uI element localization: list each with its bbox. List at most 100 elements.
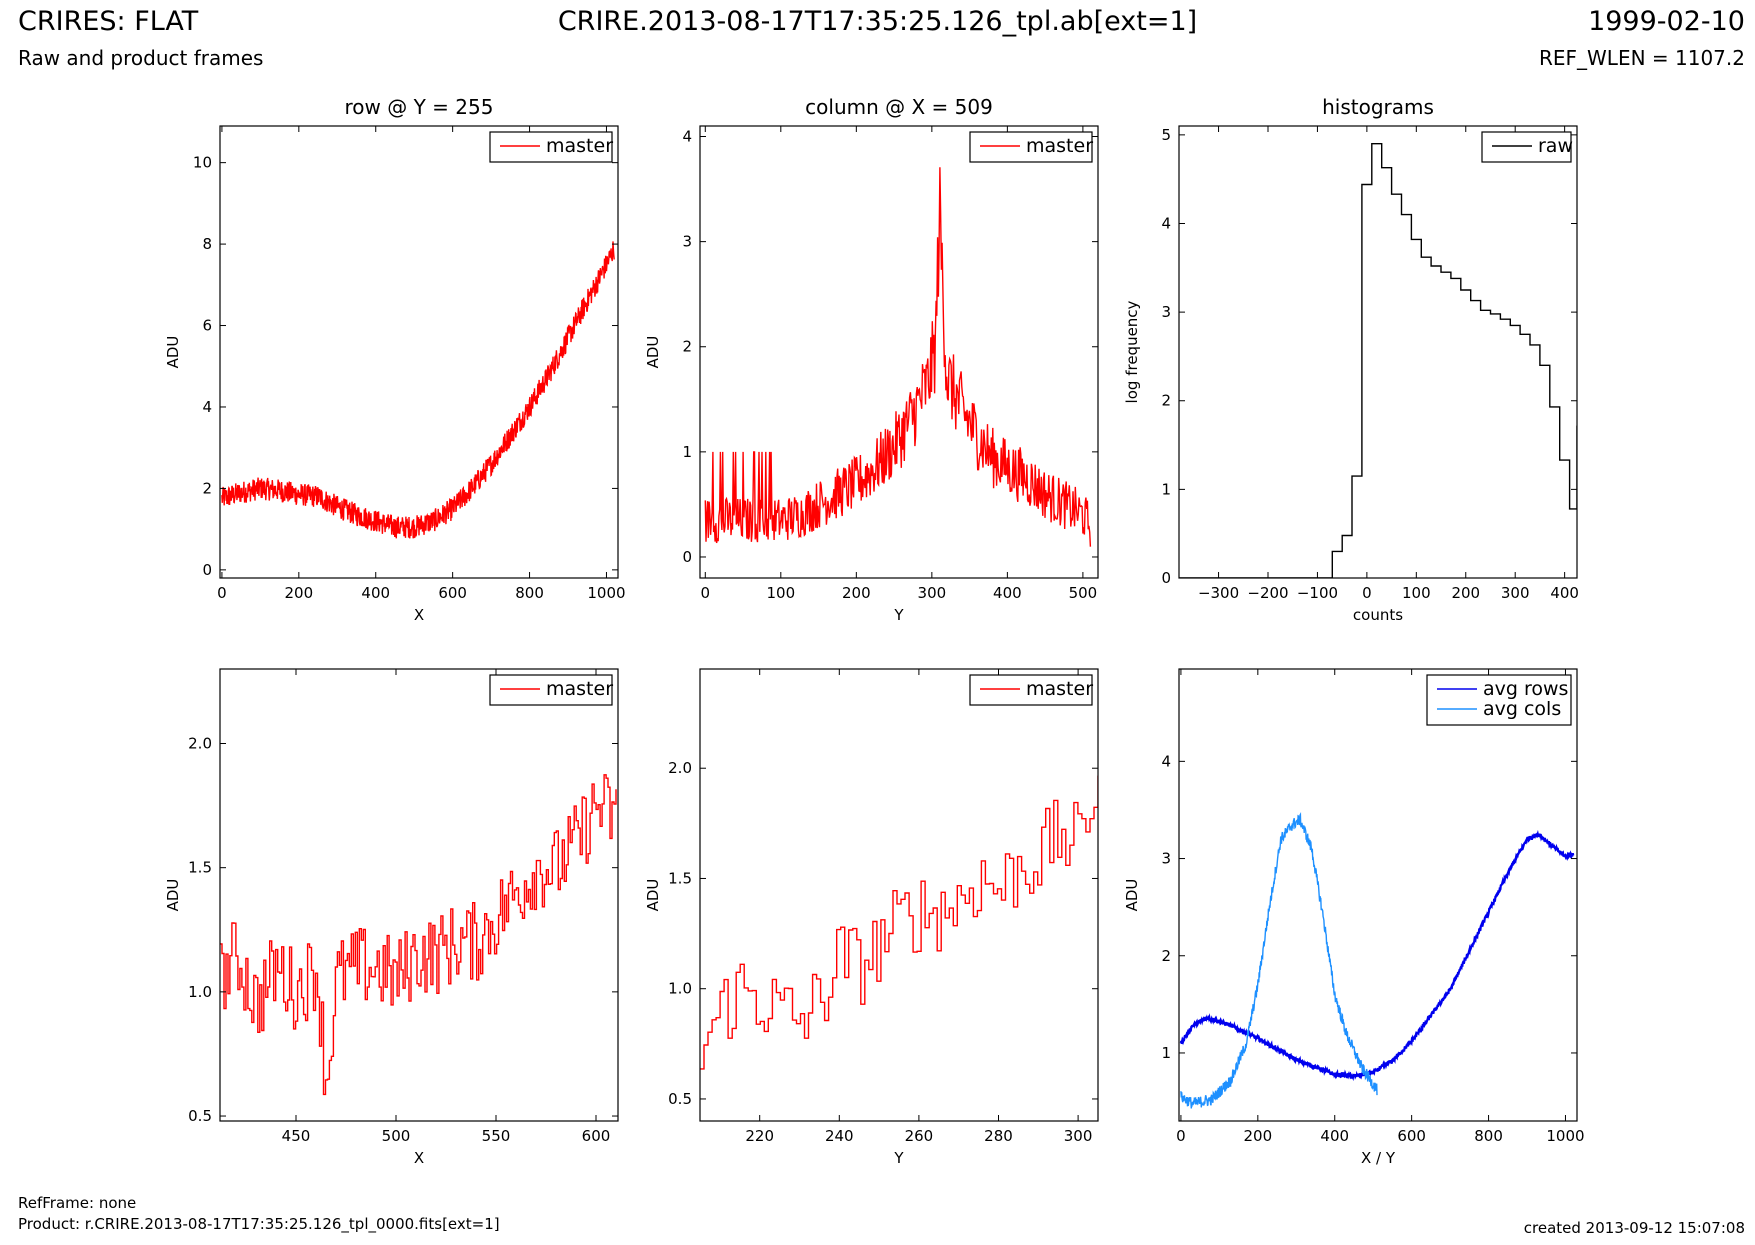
chart-col_zoom: 220 240 260 280 300 0.5 1.0 1.5 2.0 Y ADU master	[644, 668, 1099, 1167]
axes-frame	[699, 125, 1099, 579]
x-tick-label: 0	[1176, 1127, 1186, 1145]
x-tick-label: 200	[285, 584, 314, 602]
y-tick-label: 1	[1161, 1044, 1171, 1062]
date-label: 1999-02-10	[1588, 6, 1745, 37]
legend-entry: master	[1026, 135, 1093, 157]
y-tick-label: 0	[1161, 569, 1171, 587]
series-master	[221, 241, 615, 539]
x-tick-label: 500	[1069, 584, 1098, 602]
legend-box	[1426, 674, 1572, 726]
y-tick-label: 1.5	[188, 859, 212, 877]
x-tick-label: 450	[282, 1127, 311, 1145]
x-tick-label: 260	[905, 1127, 934, 1145]
y-tick-label: 1.0	[188, 983, 212, 1001]
chart-hist: −300 −200 −100 0 100 200 300 400 0 1 2 3 4 5 histogram…	[1123, 95, 1579, 624]
y-tick-label: 0	[682, 548, 692, 566]
plot-area	[1179, 811, 1575, 1109]
y-tick-label: 4	[1161, 752, 1171, 770]
x-tick-label: 200	[1244, 1127, 1273, 1145]
legend-entry: avg rows	[1483, 678, 1568, 700]
y-tick-label: 6	[202, 317, 212, 335]
x-tick-label: −200	[1247, 584, 1288, 602]
legend-box	[489, 674, 613, 706]
x-tick-label: 300	[1501, 584, 1530, 602]
x-tick-label: 400	[1550, 584, 1579, 602]
x-tick-label: 400	[993, 584, 1022, 602]
axes-frame	[1178, 125, 1578, 579]
refframe-label: RefFrame: none	[18, 1194, 137, 1212]
legend: master	[489, 131, 613, 163]
legend-box	[1481, 131, 1572, 163]
created-label: created 2013-09-12 15:07:08	[1523, 1219, 1745, 1237]
chart-title: column @ X = 509	[805, 95, 993, 119]
y-tick-label: 2.0	[188, 735, 212, 753]
x-axis-label: counts	[1353, 606, 1403, 624]
y-tick-label: 2	[1161, 392, 1171, 410]
x-tick-label: 550	[482, 1127, 511, 1145]
page-subtitle: Raw and product frames	[18, 46, 264, 70]
x-tick-label: 0	[217, 584, 227, 602]
x-tick-label: 400	[361, 584, 390, 602]
legend: master	[489, 674, 613, 706]
axes-frame	[219, 668, 619, 1122]
x-tick-label: 600	[1397, 1127, 1426, 1145]
x-tick-label: 300	[1064, 1127, 1093, 1145]
x-tick-label: 300	[918, 584, 947, 602]
y-tick-label: 3	[682, 233, 692, 251]
plot-area	[704, 167, 1092, 547]
legend-box	[969, 131, 1093, 163]
x-tick-label: 240	[825, 1127, 854, 1145]
y-tick-label: 2	[1161, 947, 1171, 965]
x-tick-label: −300	[1198, 584, 1239, 602]
y-tick-label: 4	[1161, 214, 1171, 232]
legend-box	[969, 674, 1093, 706]
axes-frame	[1178, 668, 1578, 1122]
axes-frame	[219, 125, 619, 579]
y-tick-label: 2.0	[668, 759, 692, 777]
x-tick-label: 220	[745, 1127, 774, 1145]
legend-entry: master	[546, 135, 613, 157]
legend-entry: master	[546, 678, 613, 700]
y-axis-label: ADU	[1123, 879, 1141, 912]
y-axis-label: ADU	[644, 879, 662, 912]
y-tick-label: 0.5	[188, 1107, 212, 1125]
chart-row_zoom: 450 500 550 600 0.5 1.0 1.5 2.0 X ADU master	[164, 668, 619, 1167]
ref-wlen-label: REF_WLEN = 1107.2	[1538, 46, 1745, 70]
y-axis-label: log frequency	[1123, 300, 1141, 403]
legend-entry: master	[1026, 678, 1093, 700]
plot-area	[700, 775, 1098, 1070]
y-axis-label: ADU	[644, 336, 662, 369]
chart-avg: 0 200 400 600 800 1000 1 2 3 4 X / Y ADU avg rowsavg…	[1123, 668, 1585, 1167]
x-tick-label: 200	[1451, 584, 1480, 602]
chart-title: row @ Y = 255	[345, 95, 494, 119]
x-tick-label: 1000	[1546, 1127, 1584, 1145]
x-axis-label: X / Y	[1361, 1149, 1396, 1167]
x-tick-label: 280	[984, 1127, 1013, 1145]
y-tick-label: 3	[1161, 850, 1171, 868]
page-title: CRIRES: FLAT	[18, 6, 199, 37]
plot-area	[221, 241, 615, 539]
chart-title: histograms	[1322, 95, 1434, 119]
series-master	[700, 775, 1098, 1070]
series-avg-cols	[1180, 811, 1378, 1109]
x-axis-label: X	[414, 606, 424, 624]
y-tick-label: 3	[1161, 303, 1171, 321]
legend-box	[489, 131, 613, 163]
x-axis-label: X	[414, 1149, 424, 1167]
x-tick-label: −100	[1297, 584, 1338, 602]
x-tick-label: 100	[1402, 584, 1431, 602]
y-tick-label: 1.0	[668, 980, 692, 998]
legend: raw	[1481, 131, 1573, 163]
legend: master	[969, 131, 1093, 163]
chart-col: 0 100 200 300 400 500 0 1 2 3 4 column @ X = 509 Y AD…	[644, 95, 1099, 624]
y-tick-label: 2	[682, 338, 692, 356]
legend-entry: avg cols	[1483, 698, 1561, 720]
y-tick-label: 5	[1161, 126, 1171, 144]
x-tick-label: 200	[842, 584, 871, 602]
series-raw	[1179, 142, 1577, 578]
x-tick-label: 600	[438, 584, 467, 602]
plot-area	[1179, 142, 1577, 578]
series-master	[704, 167, 1092, 547]
